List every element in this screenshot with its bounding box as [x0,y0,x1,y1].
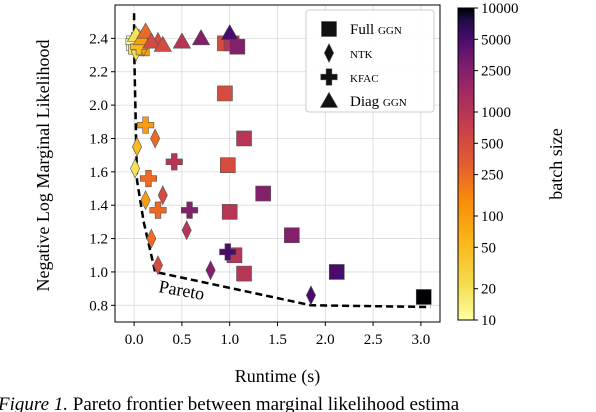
square-point [229,38,246,55]
triangle-point [220,24,239,41]
caption-prefix: Figure 1. [0,394,68,412]
square-point [221,204,238,220]
x-axis-ticks: 0.0 0.5 1.0 1.5 2.0 2.5 3.0 [125,322,431,348]
diamond-point [305,285,316,306]
plus-point [219,243,237,261]
y-tick-label: 1.2 [89,232,108,248]
plus-point [137,116,155,134]
y-axis-ticks: 0.8 1.0 1.2 1.4 1.6 1.8 2.0 2.2 2.4 [89,31,115,314]
diamond-point [140,190,151,211]
square-point [328,264,345,280]
legend-label: Diag GGN [350,94,407,110]
y-axis-label: Negative Log Marginal Likelihood [33,39,53,291]
plus-point [165,153,183,171]
colorbar-tick-label: 2500 [481,64,511,80]
triangle-point [142,32,161,49]
x-tick-label: 1.5 [268,332,287,348]
colorbar-tick-label: 10 [481,313,496,329]
y-tick-label: 2.0 [89,98,108,114]
square-point [219,157,236,173]
colorbar-tick-label: 10000 [481,1,519,17]
colorbar-label: batch size [546,128,566,199]
square-point [236,130,252,147]
y-tick-label: 2.4 [89,31,108,47]
x-tick-label: 3.0 [412,332,431,348]
legend-plus-marker [320,68,338,86]
x-tick-label: 0.0 [125,332,144,348]
triangle-point [136,22,155,39]
diamond-point [181,220,192,241]
diamond-point [153,255,163,276]
triangle-point [191,29,211,46]
y-tick-label: 1.4 [89,198,108,214]
square-point [236,265,252,282]
plus-point [149,201,167,219]
y-tick-label: 1.0 [89,265,108,281]
colorbar-tick-label: 20 [481,282,496,298]
plus-point [181,201,199,219]
triangle-point [153,35,172,52]
diamond-point [146,228,157,249]
diamond-point [132,136,142,157]
legend-label: Full GGN [350,22,402,38]
legend-triangle-marker [319,91,339,108]
figure-caption: Figure 1. Pareto frontier between margin… [0,394,460,412]
colorbar-tick-label: 1000 [481,105,511,121]
data-points [125,22,432,306]
x-tick-label: 2.0 [316,332,335,348]
square-point [255,185,271,202]
legend-label: NTK [350,49,373,61]
diamond-point [157,185,168,206]
y-tick-label: 1.8 [89,131,108,147]
colorbar-tick-label: 500 [481,136,504,152]
x-tick-label: 0.5 [173,332,192,348]
x-tick-label: 2.5 [364,332,383,348]
legend-diamond-marker [324,42,334,64]
pareto-label: Pareto [157,276,206,304]
colorbar-tick-label: 100 [481,209,504,225]
legend-box [305,9,435,113]
colorbar: 10 20 50 100 250 500 1000 2500 5000 10000 batch s… [457,1,566,329]
y-tick-label: 0.8 [89,298,108,314]
colorbar-tick-label: 5000 [481,32,511,48]
colorbar-gradient [457,7,475,321]
y-tick-label: 2.2 [89,65,108,81]
colorbar-tick-label: 250 [481,168,504,184]
legend-square-marker [321,21,337,37]
caption-text: Pareto frontier between marginal likelih… [68,394,460,412]
triangle-point [172,32,192,49]
legend-label: KFAC [350,73,379,85]
diamond-point [130,158,141,179]
legend: Full GGN NTK KFAC Diag GGN [305,9,435,113]
diamond-point [150,128,161,149]
y-tick-label: 1.6 [89,165,108,181]
x-axis-label: Runtime (s) [235,366,321,387]
colorbar-tick-label: 50 [481,240,496,256]
plus-point [139,169,158,188]
square-point [415,289,432,305]
diamond-point [205,260,216,281]
square-point [217,85,233,102]
colorbar-ticks: 10 20 50 100 250 500 1000 2500 5000 10000 [474,1,519,329]
square-point [284,227,300,244]
x-tick-label: 1.0 [220,332,239,348]
